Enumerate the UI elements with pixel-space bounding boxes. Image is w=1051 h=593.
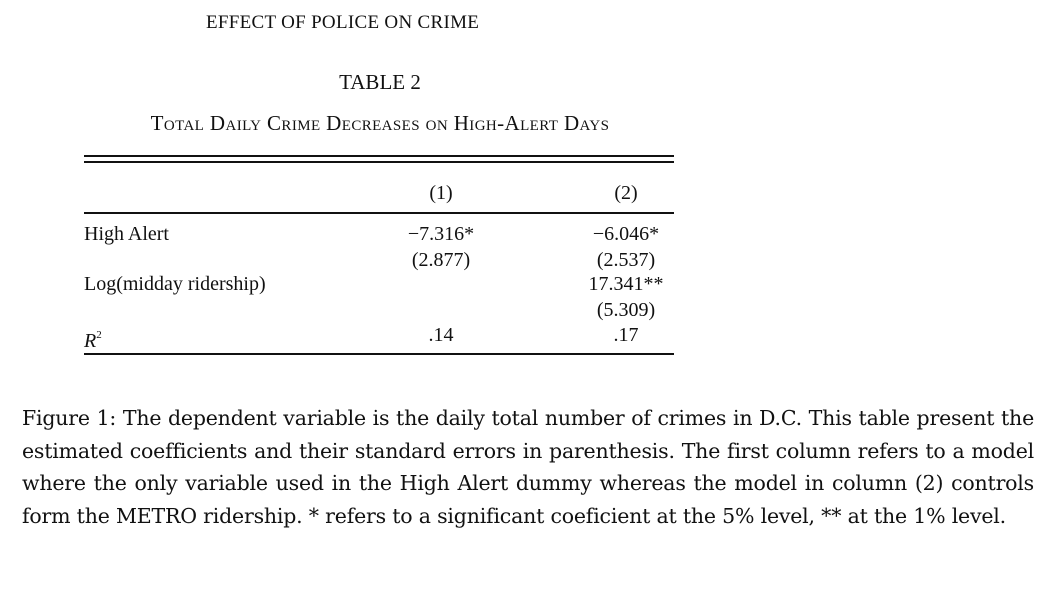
figure-caption: Figure 1: The dependent variable is the … xyxy=(22,406,1034,528)
header-rule xyxy=(84,212,674,214)
row-label-r-squared: R2 xyxy=(84,323,102,353)
r-squared-col2: .17 xyxy=(613,324,639,346)
r-squared-letter: R xyxy=(84,330,97,352)
table-number: TABLE 2 xyxy=(339,70,421,94)
row-label-high-alert: High Alert xyxy=(84,223,169,245)
running-head: EFFECT OF POLICE ON CRIME xyxy=(206,12,480,33)
table-title: Total Daily Crime Decreases on High-Aler… xyxy=(150,111,610,135)
column-header-1: (1) xyxy=(429,182,453,204)
high-alert-se-col2: (2.537) xyxy=(596,249,656,271)
log-ridership-coef-col2: 17.341** xyxy=(588,273,664,295)
row-label-log-ridership: Log(midday ridership) xyxy=(84,273,266,295)
top-rule-outer xyxy=(84,155,674,157)
high-alert-coef-col2: −6.046* xyxy=(592,223,660,245)
bottom-rule xyxy=(84,353,674,355)
log-ridership-se-col2: (5.309) xyxy=(596,299,656,321)
top-rule-inner xyxy=(84,161,674,163)
r-squared-col1: .14 xyxy=(428,324,454,346)
column-header-2: (2) xyxy=(614,182,638,204)
r-squared-exponent: 2 xyxy=(96,329,102,341)
high-alert-se-col1: (2.877) xyxy=(411,249,471,271)
high-alert-coef-col1: −7.316* xyxy=(407,223,475,245)
